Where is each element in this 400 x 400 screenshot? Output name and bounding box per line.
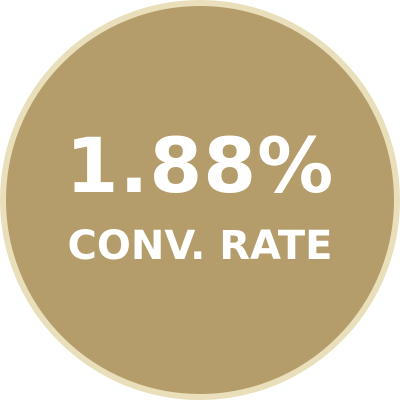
stat-value: 1.88% [66,128,335,204]
stat-label: CONV. RATE [67,226,332,266]
